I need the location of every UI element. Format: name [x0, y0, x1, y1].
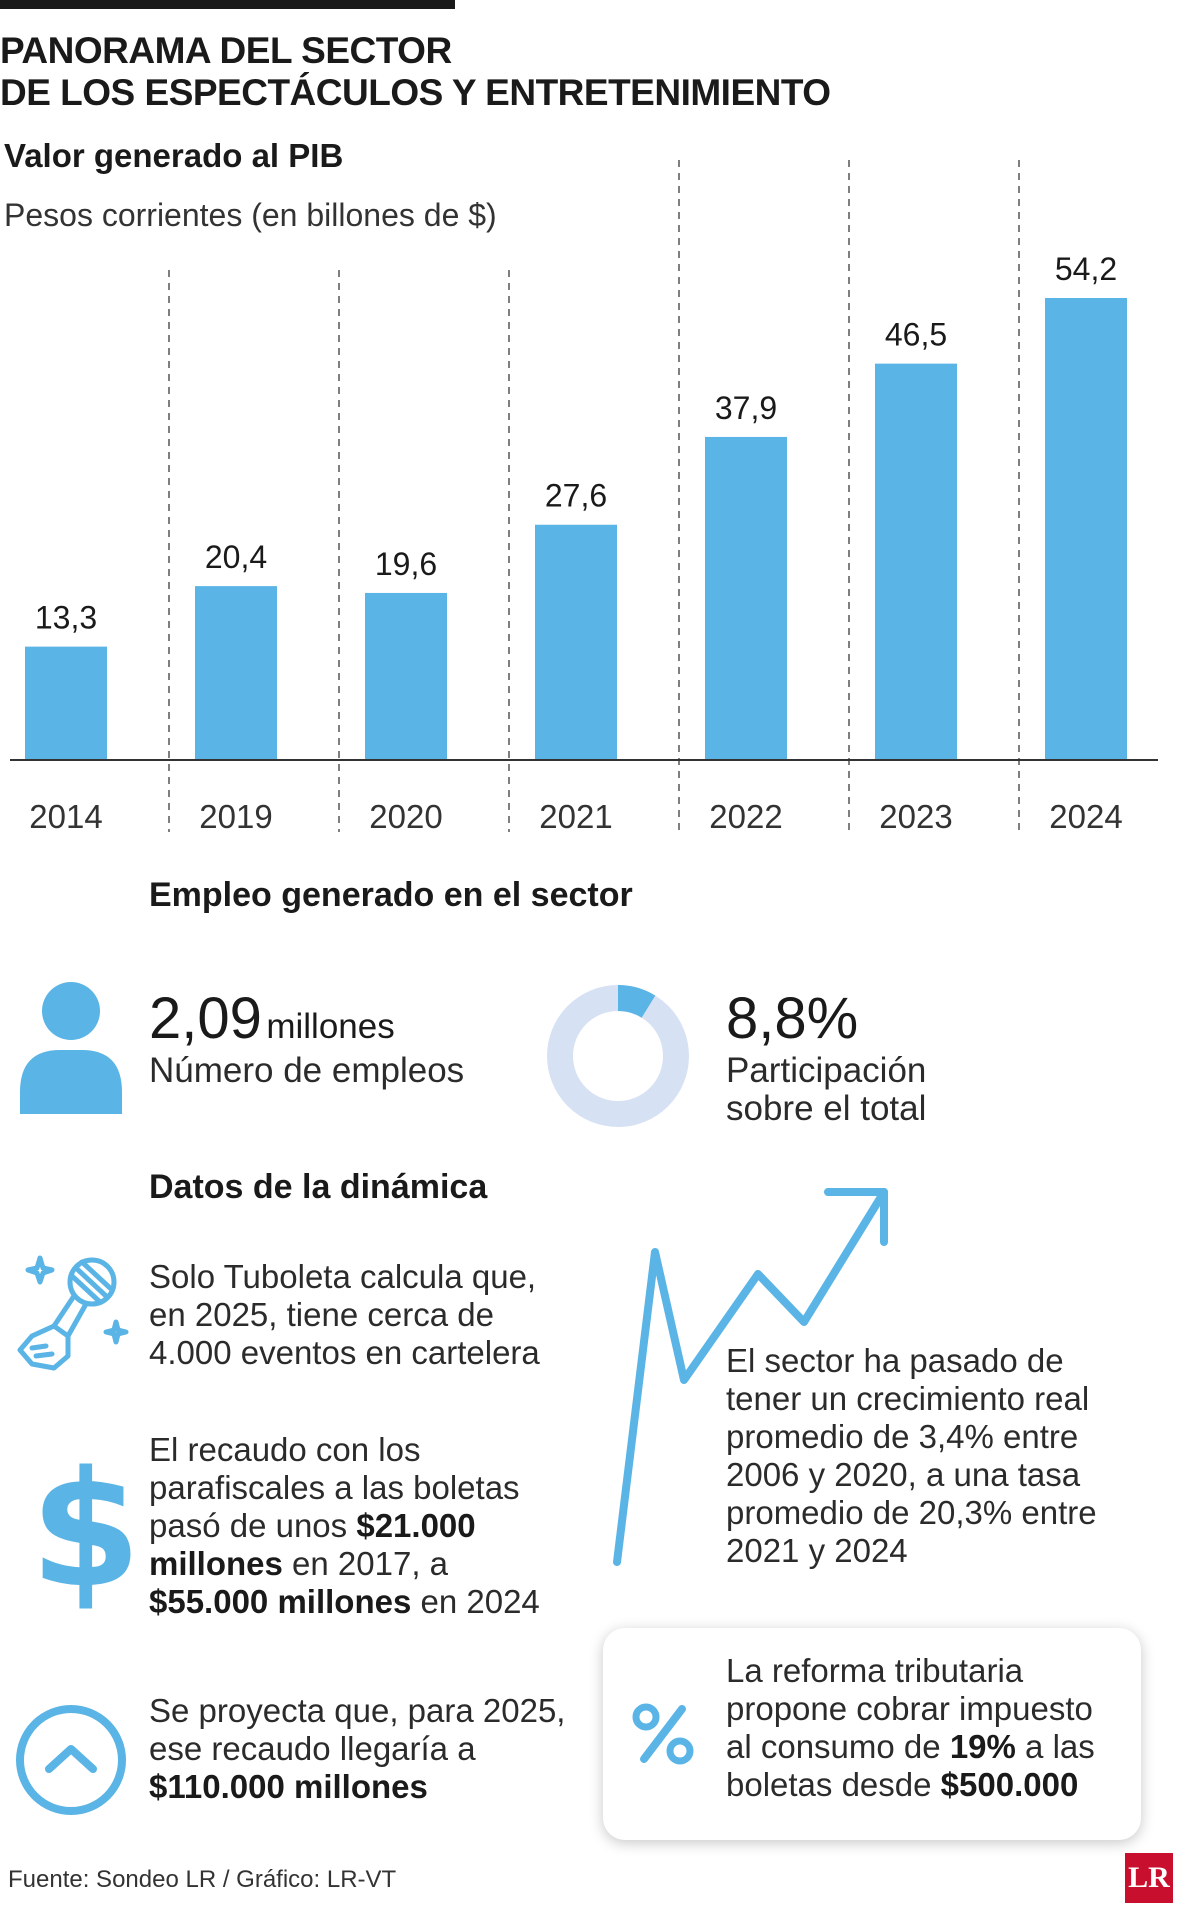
projection-line-3: $110.000 millones [149, 1768, 565, 1806]
top-rule [0, 0, 455, 9]
reform-line-3-text: al consumo de [726, 1728, 950, 1765]
recaudo-line-1: El recaudo con los [149, 1431, 421, 1468]
reform-card [603, 1628, 1141, 1840]
tuboleta-line-2: en 2025, tiene cerca de [149, 1296, 494, 1333]
growth-text: El sector ha pasado de tener un crecimie… [726, 1342, 1097, 1570]
bar-value-label: 20,4 [205, 539, 267, 575]
recaudo-line-5-text: en 2024 [411, 1583, 540, 1620]
reform-line-3-end: a las [1015, 1728, 1095, 1765]
page-title: PANORAMA DEL SECTOR DE LOS ESPECTÁCULOS … [0, 30, 831, 114]
growth-line-2: tener un crecimiento real [726, 1380, 1090, 1417]
growth-line-4: 2006 y 2020, a una tasa [726, 1456, 1081, 1493]
bar-value-label: 54,2 [1055, 251, 1117, 287]
donut-track [547, 985, 689, 1127]
projection-line-1: Se proyecta que, para 2025, [149, 1692, 566, 1729]
projection-amount: $110.000 millones [149, 1768, 428, 1805]
share-label-line-1: Participación [726, 1051, 927, 1090]
bar-value-label: 13,3 [35, 600, 97, 636]
bar-2020 [365, 592, 447, 760]
recaudo-line-3: pasó de unos $21.000 [149, 1507, 540, 1545]
jobs-stat: 2,09 millones [149, 985, 395, 1052]
growth-line-3: promedio de 3,4% entre [726, 1418, 1079, 1455]
bar-2022 [705, 436, 787, 760]
title-line-1: PANORAMA DEL SECTOR [0, 30, 452, 71]
lr-logo: LR [1125, 1853, 1173, 1903]
x-tick-label: 2019 [199, 798, 272, 835]
tuboleta-line-3: 4.000 eventos en cartelera [149, 1334, 540, 1371]
share-label: Participación sobre el total [726, 1052, 926, 1128]
x-tick-label: 2021 [539, 798, 612, 835]
recaudo-line-4: millones en 2017, a [149, 1545, 540, 1583]
growth-line-1: El sector ha pasado de [726, 1342, 1064, 1379]
projection-text: Se proyecta que, para 2025, ese recaudo … [149, 1692, 565, 1806]
bar-2014 [25, 646, 107, 760]
person-icon [20, 982, 122, 1114]
reform-text: La reforma tributaria propone cobrar imp… [726, 1652, 1095, 1804]
bar-2019 [195, 586, 277, 760]
x-tick-label: 2023 [879, 798, 952, 835]
recaudo-line-4-text: en 2017, a [282, 1545, 449, 1582]
employment-heading: Empleo generado en el sector [149, 876, 633, 914]
recaudo-2017-amount: $21.000 [356, 1507, 476, 1544]
reform-line-2: propone cobrar impuesto [726, 1690, 1093, 1727]
recaudo-line-3-text: pasó de unos [149, 1507, 357, 1544]
percent-icon [632, 1703, 694, 1765]
dynamics-heading: Datos de la dinámica [149, 1168, 488, 1206]
recaudo-text: El recaudo con los parafiscales a las bo… [149, 1431, 540, 1621]
reform-line-1: La reforma tributaria [726, 1652, 1024, 1689]
reform-rate: 19% [949, 1728, 1016, 1765]
recaudo-line-5: $55.000 millones en 2024 [149, 1583, 540, 1621]
bar-2023 [875, 363, 957, 760]
growth-line-5: promedio de 20,3% entre [726, 1494, 1097, 1531]
reform-line-4: boletas desde $500.000 [726, 1766, 1095, 1804]
chevron-up-circle-icon [16, 1705, 126, 1815]
share-label-line-2: sobre el total [726, 1089, 927, 1128]
x-tick-label: 2014 [29, 798, 102, 835]
share-value: 8,8% [726, 986, 859, 1051]
source-note: Fuente: Sondeo LR / Gráfico: LR-VT [8, 1866, 397, 1893]
chart-subtitle: Pesos corrientes (en billones de $) [4, 197, 497, 233]
jobs-value: 2,09 [149, 986, 262, 1051]
dollar-icon: $ [30, 1436, 142, 1623]
recaudo-2017-unit: millones [149, 1545, 283, 1582]
bar-2021 [535, 524, 617, 760]
reform-threshold: $500.000 [940, 1766, 1079, 1803]
jobs-unit: millones [266, 1007, 395, 1046]
title-line-2: DE LOS ESPECTÁCULOS Y ENTRETENIMIENTO [0, 72, 831, 113]
bar-chart: 13,3 2014 20,4 2019 19,6 2020 27,6 2021 37,9 2022… [10, 160, 1158, 835]
tuboleta-line-1: Solo Tuboleta calcula que, [149, 1258, 537, 1295]
donut-share-arc [617, 985, 656, 1018]
microphone-hand-icon [17, 1255, 129, 1371]
bar-value-label: 37,9 [715, 390, 777, 426]
tuboleta-text: Solo Tuboleta calcula que, en 2025, tien… [149, 1258, 540, 1372]
bar-value-label: 19,6 [375, 546, 437, 582]
recaudo-line-2: parafiscales a las boletas [149, 1469, 520, 1506]
share-donut [547, 985, 689, 1127]
x-tick-label: 2024 [1049, 798, 1122, 835]
chart-title: Valor generado al PIB [4, 137, 344, 174]
x-tick-label: 2022 [709, 798, 782, 835]
growth-line-6: 2021 y 2024 [726, 1532, 908, 1569]
bar-value-label: 27,6 [545, 478, 607, 514]
bar-2024 [1045, 298, 1127, 760]
bar-value-label: 46,5 [885, 317, 947, 353]
x-tick-label: 2020 [369, 798, 442, 835]
recaudo-2024-amount: $55.000 millones [149, 1583, 412, 1620]
projection-line-2: ese recaudo llegaría a [149, 1730, 476, 1767]
reform-line-4-text: boletas desde [726, 1766, 941, 1803]
reform-line-3: al consumo de 19% a las [726, 1728, 1095, 1766]
jobs-label: Número de empleos [149, 1051, 465, 1090]
trend-arrow-icon [613, 1188, 888, 1566]
